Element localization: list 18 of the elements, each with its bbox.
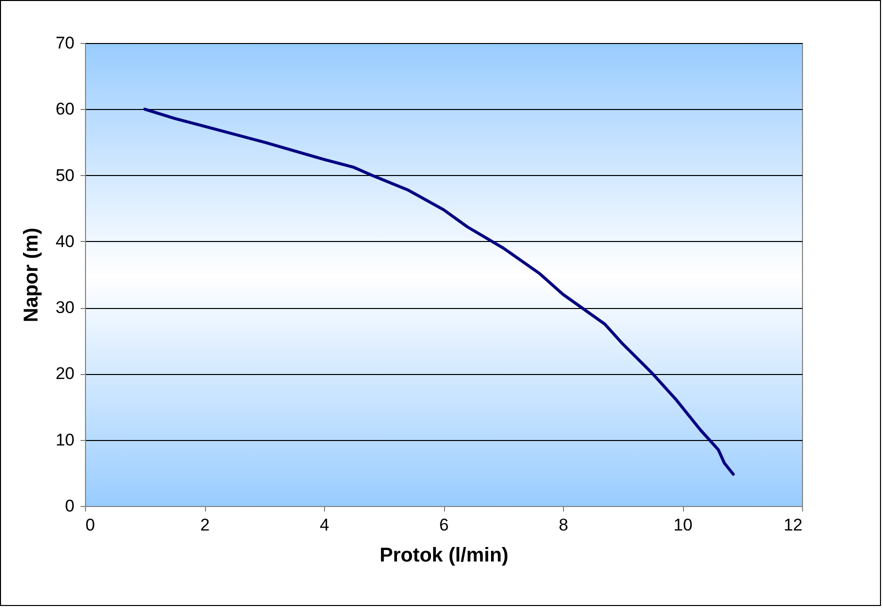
y-axis-title: Napor (m) [20,228,43,322]
x-tick-label: 0 [86,516,95,534]
x-tick-label: 8 [558,516,568,534]
x-tick-label: 10 [674,516,692,534]
x-tick-label: 12 [784,516,802,534]
y-tick-label: 10 [56,430,74,450]
y-tick-label: 60 [56,100,74,119]
x-tick-label: 4 [320,516,330,534]
y-tick-label: 20 [56,364,74,384]
y-tick-label: 30 [56,298,74,318]
y-tick-label: 70 [56,34,74,52]
y-tick-label: 0 [65,496,74,516]
x-tick-label: 2 [200,516,210,534]
x-tick-label: 6 [439,516,449,534]
line-series [143,108,735,476]
y-tick-label: 50 [56,166,74,185]
y-tick-label: 40 [56,232,74,251]
x-axis-title: Protok (l/min) [380,544,508,566]
